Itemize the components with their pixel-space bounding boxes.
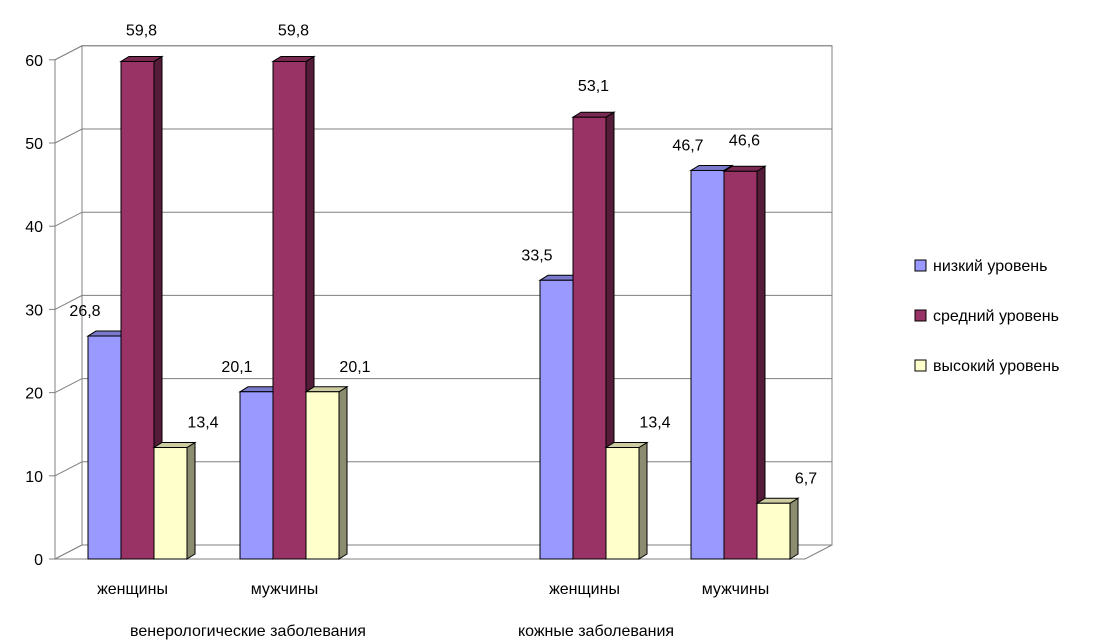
category-label: мужчины — [702, 581, 770, 598]
y-tick-label: 50 — [25, 136, 43, 153]
bar-front — [690, 169, 725, 560]
x-axis: женщины мужчины женщины мужчины венерологиче… — [97, 581, 769, 640]
bar-front — [539, 279, 574, 560]
bar — [604, 441, 649, 560]
bar — [304, 385, 349, 560]
data-label: 59,8 — [278, 22, 309, 39]
bars — [86, 55, 800, 560]
group-label: венерологические заболевания — [130, 623, 366, 640]
data-labels: 26,8 59,8 13,4 20,1 59,8 20,1 33,5 53,1 13,4 46,7… — [69, 22, 817, 487]
legend-swatch — [914, 359, 927, 372]
y-tick-label: 40 — [25, 219, 43, 236]
bar-top — [604, 442, 649, 449]
y-tick-label: 30 — [25, 302, 43, 319]
y-tick-label: 0 — [34, 552, 43, 569]
legend-entry: низкий уровень — [914, 258, 1047, 275]
bar — [755, 497, 800, 560]
bar-top — [119, 55, 164, 62]
data-label: 13,4 — [187, 415, 218, 432]
y-axis: 0 10 20 30 40 50 60 — [25, 53, 55, 569]
data-label: 46,7 — [672, 137, 703, 154]
bar-top — [271, 55, 316, 62]
legend-swatch — [914, 309, 927, 322]
bar-side — [789, 497, 799, 560]
bar — [152, 441, 197, 560]
category-label: мужчины — [251, 581, 319, 598]
gridline — [54, 45, 832, 61]
bar-front — [120, 60, 155, 560]
data-label: 6,7 — [795, 470, 817, 487]
legend-swatch — [914, 259, 927, 272]
data-label: 33,5 — [521, 247, 552, 264]
bar-front — [239, 391, 274, 560]
bar-top — [755, 497, 800, 504]
bar-side — [638, 441, 648, 560]
bar-side — [338, 385, 348, 560]
group-label: кожные заболевания — [518, 623, 674, 640]
data-label: 20,1 — [221, 359, 252, 376]
y-tick-label: 60 — [25, 53, 43, 70]
bar-top — [722, 165, 767, 172]
bar — [119, 55, 164, 560]
data-label: 59,8 — [126, 22, 157, 39]
bar-front — [272, 60, 307, 560]
y-tick-label: 10 — [25, 469, 43, 486]
data-label: 46,6 — [729, 132, 760, 149]
bar-front — [572, 116, 607, 560]
data-label: 13,4 — [639, 415, 670, 432]
legend-label: низкий уровень — [933, 258, 1047, 275]
data-label: 26,8 — [69, 303, 100, 320]
legend-label: средний уровень — [933, 308, 1059, 325]
bar-side — [186, 441, 196, 560]
category-label: женщины — [97, 581, 168, 598]
legend-label: высокий уровень — [933, 358, 1059, 375]
bar-front — [723, 170, 758, 560]
y-tick-label: 20 — [25, 386, 43, 403]
category-label: женщины — [549, 581, 620, 598]
legend-entry: средний уровень — [914, 308, 1059, 325]
bar-front — [153, 447, 188, 560]
legend-entry: высокий уровень — [914, 358, 1059, 375]
bar-top — [571, 111, 616, 118]
bar-front — [87, 335, 122, 560]
bar — [722, 165, 767, 560]
bar-front — [756, 502, 791, 560]
bar-front — [605, 447, 640, 560]
bar-front — [305, 391, 340, 560]
data-label: 53,1 — [578, 78, 609, 95]
bar-top — [304, 386, 349, 393]
data-label: 20,1 — [339, 359, 370, 376]
bar-top — [152, 442, 197, 449]
bar — [271, 55, 316, 560]
legend: низкий уровень средний уровень высокий уро… — [914, 258, 1059, 375]
